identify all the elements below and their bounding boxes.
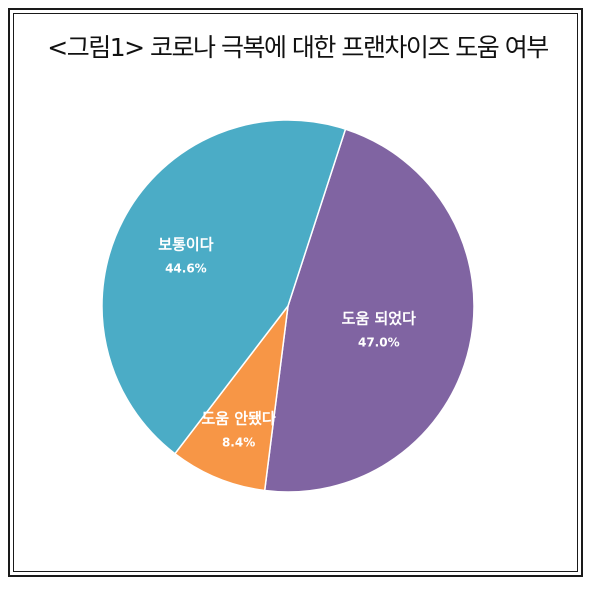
pie-slice: [173, 303, 290, 492]
slice-value-label: 47.0%: [358, 335, 400, 349]
inner-border: [13, 13, 578, 572]
pie-slice: [101, 119, 347, 455]
pie-slice: [263, 128, 475, 493]
chart-title: <그림1> 코로나 극복에 대한 프랜차이즈 도움 여부: [47, 33, 549, 62]
outer-border: [8, 8, 583, 577]
slice-value-label: 8.4%: [222, 435, 255, 449]
slice-label: 도움 되었다: [342, 309, 416, 327]
pie-slices: [101, 119, 475, 493]
slice-label: 도움 안됐다: [201, 409, 275, 427]
slice-label: 보통이다: [158, 235, 213, 253]
pie-labels: 도움 되었다 47.0% 도움 안됐다 8.4% 보통이다 44.6%: [158, 235, 416, 449]
slice-value-label: 44.6%: [165, 261, 207, 275]
